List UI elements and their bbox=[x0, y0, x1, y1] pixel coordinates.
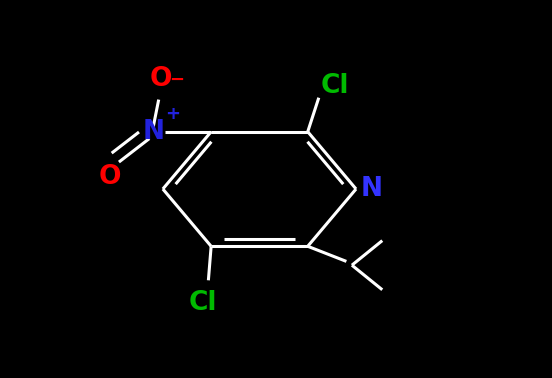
Text: −: − bbox=[169, 71, 184, 89]
Text: +: + bbox=[166, 105, 181, 123]
Text: O: O bbox=[150, 66, 172, 92]
Text: N: N bbox=[361, 176, 383, 202]
Text: N: N bbox=[142, 119, 164, 145]
Text: Cl: Cl bbox=[189, 290, 217, 316]
Text: Cl: Cl bbox=[321, 73, 349, 99]
Text: O: O bbox=[98, 164, 121, 190]
